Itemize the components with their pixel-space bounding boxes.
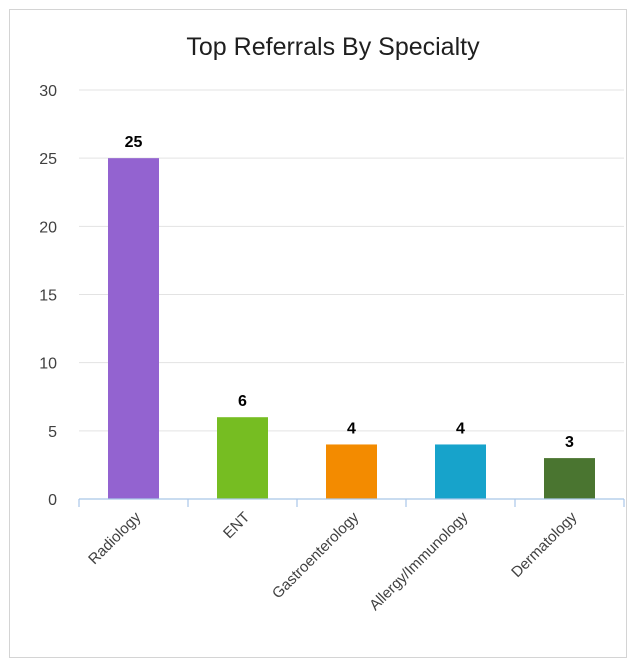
bar-radiology — [108, 158, 159, 499]
bar-ent — [217, 417, 268, 499]
bar-dermatology — [544, 458, 595, 499]
gridlines — [79, 89, 624, 432]
chart-title: Top Referrals By Specialty — [186, 33, 480, 61]
x-tick-label: ENT — [220, 509, 253, 542]
bar-gastroenterology — [326, 444, 377, 499]
y-tick-label: 10 — [39, 356, 57, 373]
y-tick-label: 15 — [39, 288, 57, 305]
y-tick-label: 25 — [39, 151, 57, 168]
y-tick-label: 30 — [39, 83, 57, 100]
data-label: 25 — [125, 134, 143, 151]
x-tick-label: Allergy/Immunology — [366, 508, 472, 614]
y-tick-label: 5 — [48, 424, 57, 441]
y-tick-label: 20 — [39, 219, 57, 236]
x-tick-label: Gastroenterology — [269, 508, 363, 602]
data-label: 6 — [238, 393, 247, 410]
data-labels: 25 6 4 4 3 — [125, 134, 574, 451]
x-axis — [78, 498, 625, 507]
data-label: 3 — [565, 434, 574, 451]
bar-allergy-immunology — [435, 444, 486, 499]
x-axis-tick-labels: Radiology ENT Gastroenterology Allergy/Immu… — [85, 508, 581, 614]
bars — [108, 158, 595, 499]
x-tick-label: Dermatology — [508, 508, 581, 581]
x-tick-label: Radiology — [85, 508, 145, 568]
data-label: 4 — [347, 420, 356, 437]
y-axis-tick-labels: 0 5 10 15 20 25 30 — [39, 83, 57, 509]
y-tick-label: 0 — [48, 492, 57, 509]
data-label: 4 — [456, 420, 465, 437]
